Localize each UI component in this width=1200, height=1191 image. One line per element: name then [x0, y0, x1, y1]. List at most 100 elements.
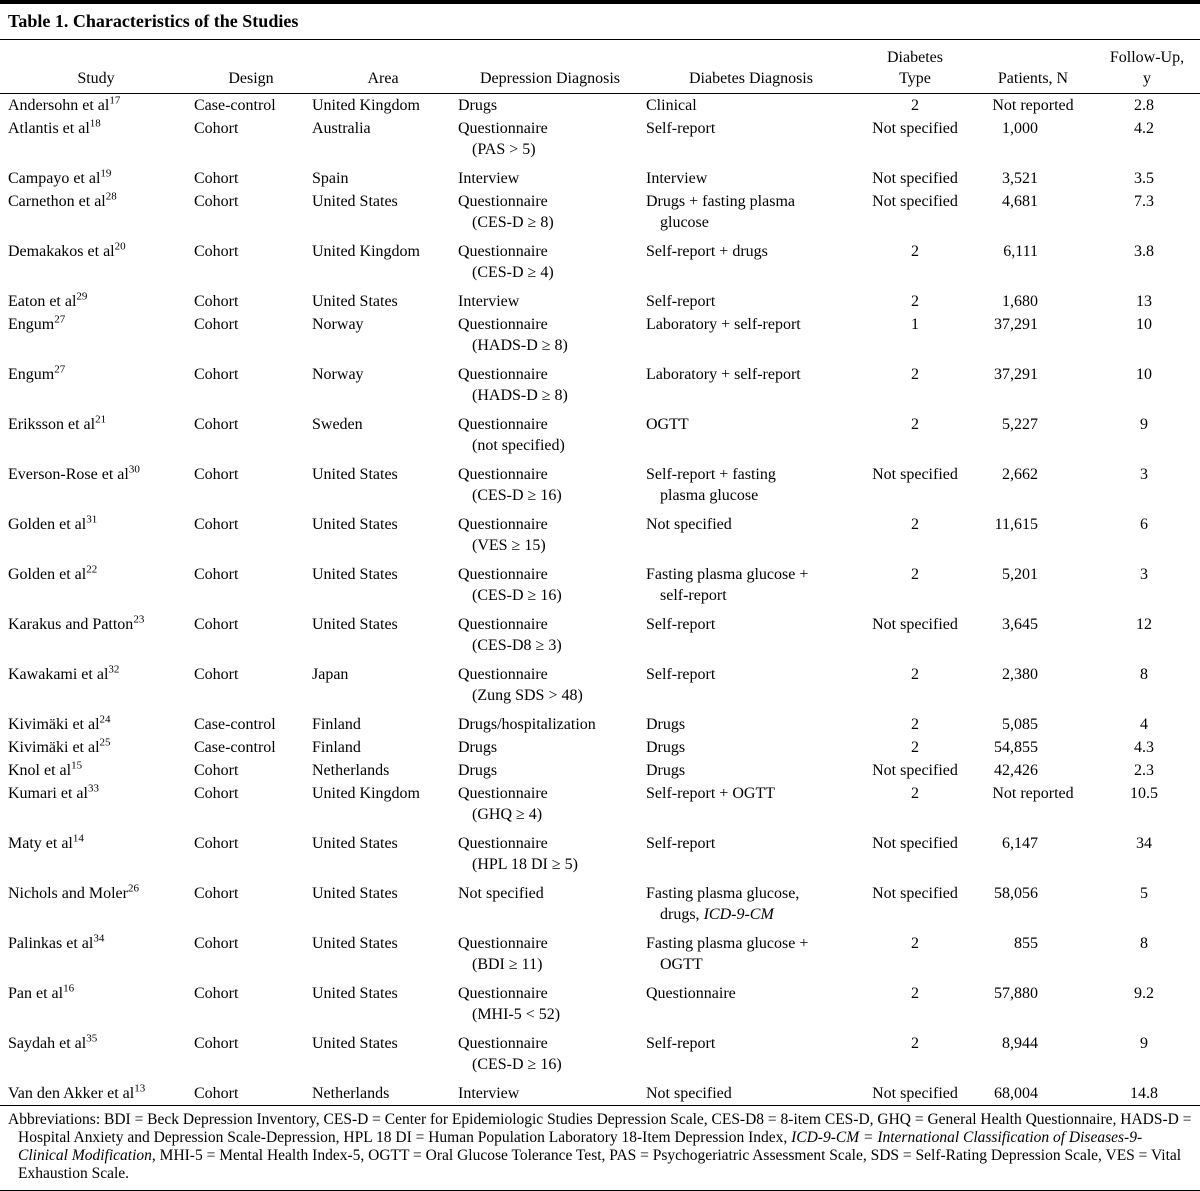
depression-diagnosis-cell: Questionnaire (HPL 18 DI ≥ 5) [456, 832, 644, 882]
cell-line: (MHI-5 < 52) [472, 1006, 561, 1023]
reference-superscript: 35 [86, 1032, 98, 1045]
table-row: Carnethon et al28 Cohort United States Ques… [0, 190, 1200, 240]
diabetes-diagnosis-cell: Fasting plasma glucose, drugs, ICD-9-CM [644, 882, 858, 932]
diabetes-type-cell: Not specified [872, 466, 958, 483]
cell-line: glucose [660, 214, 709, 231]
diabetes-diagnosis-cell: Fasting plasma glucose + self-report [644, 563, 858, 613]
area-cell: United States [312, 835, 398, 852]
cell-line: Laboratory + self-report [646, 316, 801, 333]
reference-superscript: 26 [127, 882, 139, 895]
reference-superscript: 32 [108, 663, 120, 676]
study-name: Eaton et al [8, 293, 77, 310]
column-header-study: Study [0, 40, 192, 94]
column-header-line: Patients, N [997, 70, 1069, 87]
patients-cell: 5,201 [1002, 566, 1038, 583]
study-cell: Eriksson et al21 [0, 413, 192, 463]
column-header-area: Area [310, 40, 456, 94]
diabetes-type-cell: 2 [911, 366, 919, 383]
cell-line: Self-report [646, 293, 716, 310]
area-cell: Japan [312, 666, 349, 683]
table-row: Kivimäki et al25 Case-control Finland Drugs… [0, 736, 1200, 759]
design-cell: Cohort [194, 316, 239, 333]
followup-cell: 10 [1136, 366, 1152, 383]
design-cell: Cohort [194, 416, 239, 433]
area-cell: Finland [312, 739, 361, 756]
reference-superscript: 34 [93, 932, 105, 945]
design-cell: Case-control [194, 739, 276, 756]
reference-superscript: 25 [99, 736, 111, 749]
diabetes-diagnosis-cell: Questionnaire [644, 982, 858, 1032]
followup-cell: 7.3 [1134, 193, 1154, 210]
cell-line: (VES ≥ 15) [472, 537, 546, 554]
area-cell: United States [312, 985, 398, 1002]
study-name: Kivimäki et al [8, 716, 100, 733]
diabetes-type-cell: 2 [911, 516, 919, 533]
reference-superscript: 30 [128, 463, 140, 476]
column-header-line: Area [367, 70, 399, 87]
design-cell: Cohort [194, 516, 239, 533]
area-cell: Netherlands [312, 1085, 390, 1102]
diabetes-type-cell: 2 [911, 1035, 919, 1052]
depression-diagnosis-cell: Questionnaire (GHQ ≥ 4) [456, 782, 644, 832]
depression-diagnosis-cell: Questionnaire (CES-D ≥ 16) [456, 563, 644, 613]
followup-cell: 3.8 [1134, 243, 1154, 260]
depression-diagnosis-cell: Drugs [456, 94, 644, 118]
cell-line: Self-report + fasting [646, 466, 776, 483]
cell-line: Questionnaire [458, 120, 548, 137]
table-row: Van den Akker et al13 Cohort Netherlands In… [0, 1082, 1200, 1105]
depression-diagnosis-cell: Questionnaire (BDI ≥ 11) [456, 932, 644, 982]
cell-line: Self-report [646, 616, 716, 633]
diabetes-type-cell: 2 [911, 985, 919, 1002]
patients-cell: 4,681 [1002, 193, 1038, 210]
study-cell: Andersohn et al17 [0, 94, 192, 118]
cell-line: Laboratory + self-report [646, 366, 801, 383]
area-cell: United States [312, 566, 398, 583]
study-cell: Kumari et al33 [0, 782, 192, 832]
cell-line: Questionnaire [458, 243, 548, 260]
area-cell: United States [312, 293, 398, 310]
patients-cell: 6,111 [1003, 243, 1038, 260]
diabetes-type-cell: 2 [911, 666, 919, 683]
reference-superscript: 15 [71, 759, 83, 772]
diabetes-diagnosis-cell: Laboratory + self-report [644, 313, 858, 363]
cell-line: Drugs [646, 762, 686, 779]
cell-line: Questionnaire [458, 566, 548, 583]
area-cell: Finland [312, 716, 361, 733]
table-row: Campayo et al19 Cohort Spain Interview Inter… [0, 167, 1200, 190]
cell-line: (not specified) [472, 437, 565, 454]
study-cell: Everson-Rose et al30 [0, 463, 192, 513]
cell-line: Drugs + fasting plasma [646, 193, 795, 210]
patients-cell: 3,521 [1002, 170, 1038, 187]
cell-line: Questionnaire [458, 316, 548, 333]
table-header: Study Design Area Depression Diagnosis Diabe… [0, 40, 1200, 94]
followup-cell: 8 [1140, 935, 1148, 952]
depression-diagnosis-cell: Questionnaire (HADS-D ≥ 8) [456, 363, 644, 413]
cell-line: Questionnaire [458, 785, 548, 802]
design-cell: Cohort [194, 193, 239, 210]
patients-cell: 11,615 [994, 516, 1038, 533]
patients-cell: 54,855 [994, 739, 1038, 756]
followup-cell: 13 [1136, 293, 1152, 310]
reference-superscript: 13 [134, 1082, 146, 1095]
followup-cell: 9 [1140, 1035, 1148, 1052]
reference-superscript: 29 [76, 290, 88, 303]
study-cell: Golden et al22 [0, 563, 192, 613]
depression-diagnosis-cell: Drugs/hospitalization [456, 713, 644, 736]
followup-cell: 4.3 [1134, 739, 1154, 756]
design-cell: Cohort [194, 366, 239, 383]
diabetes-type-cell: 2 [911, 293, 919, 310]
cell-line: Self-report + OGTT [646, 785, 775, 802]
cell-line: (BDI ≥ 11) [472, 956, 543, 973]
cell-line: Interview [458, 170, 520, 187]
patients-cell: 57,880 [994, 985, 1038, 1002]
table-row: Engum27 Cohort Norway Questionnaire (HADS-D … [0, 363, 1200, 413]
followup-cell: 8 [1140, 666, 1148, 683]
design-cell: Cohort [194, 120, 239, 137]
table-row: Saydah et al35 Cohort United States Questio… [0, 1032, 1200, 1082]
depression-diagnosis-cell: Interview [456, 290, 644, 313]
area-cell: United States [312, 885, 398, 902]
study-name: Demakakos et al [8, 243, 115, 260]
area-cell: Australia [312, 120, 371, 137]
area-cell: United States [312, 193, 398, 210]
